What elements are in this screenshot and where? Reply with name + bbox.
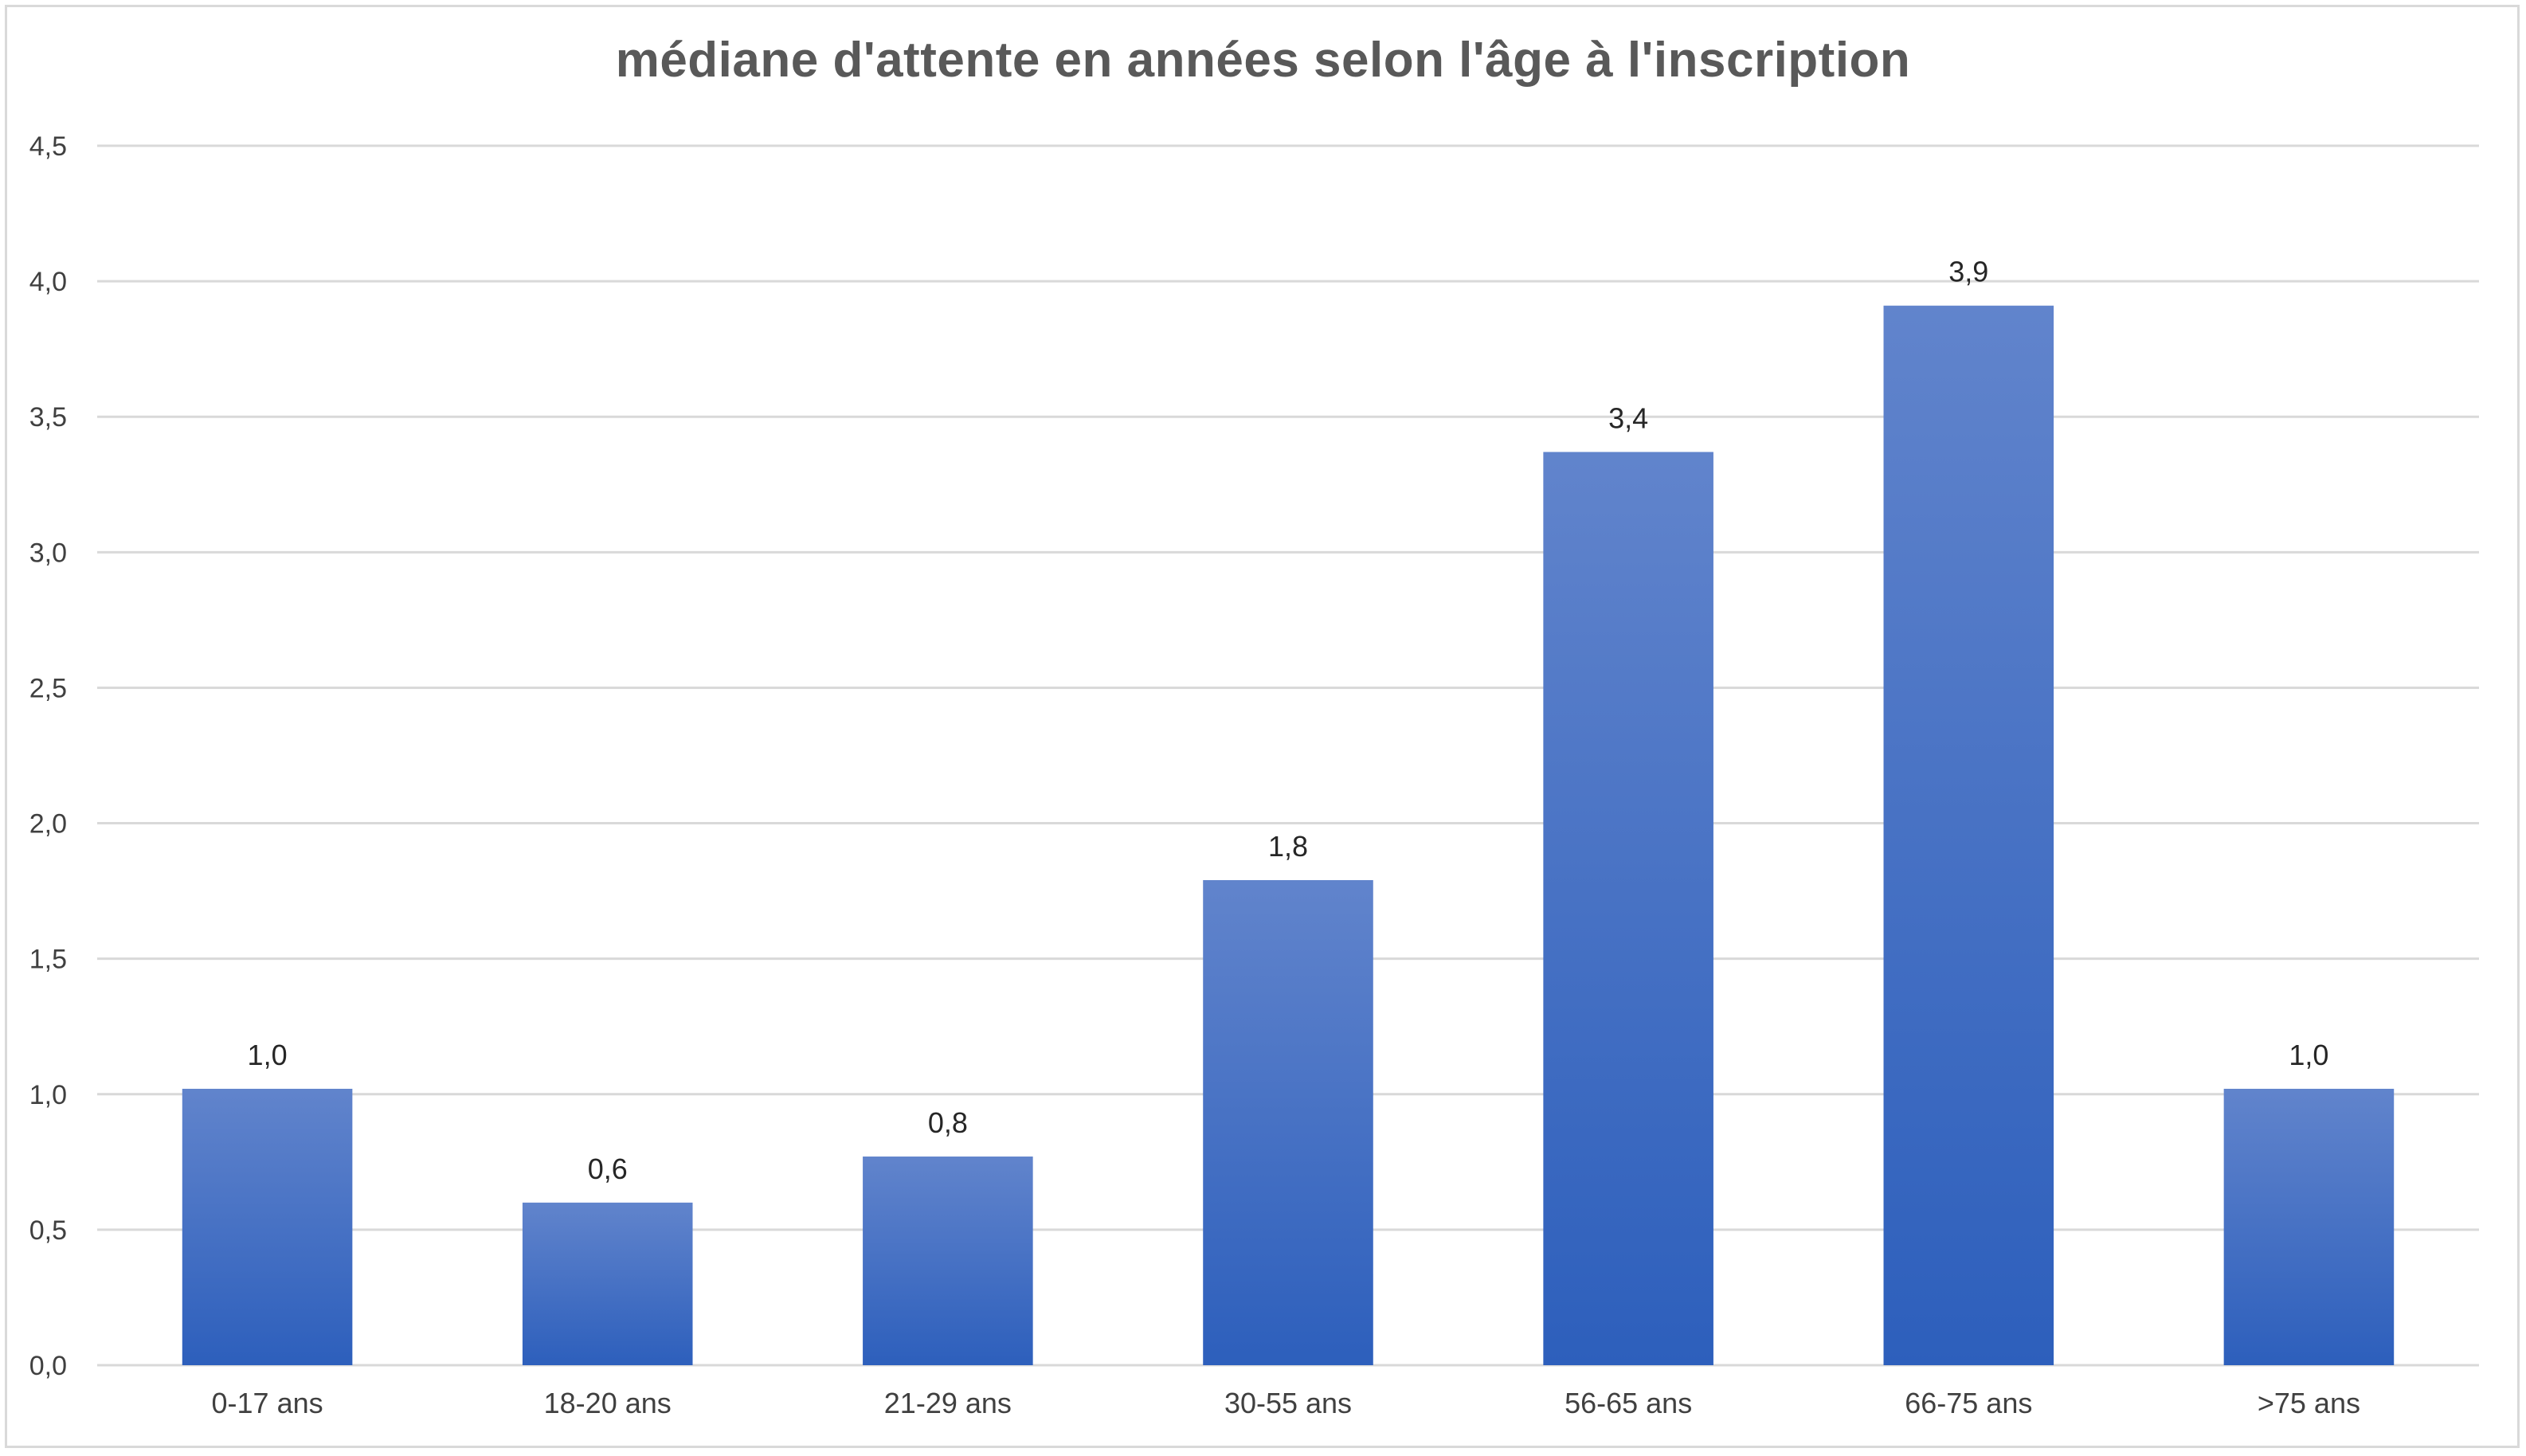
data-label: 0,6	[588, 1153, 628, 1185]
y-tick-label: 1,0	[29, 1080, 67, 1110]
bar	[2223, 1088, 2395, 1365]
data-label: 3,9	[1948, 256, 1988, 288]
data-label: 1,8	[1268, 830, 1308, 863]
data-label: 0,8	[928, 1106, 968, 1139]
bars	[182, 305, 2395, 1366]
y-axis-ticks: 0,0 0,5 1,0 1,5 2,0 2,5 3,0 3,5 4,0 4,5	[29, 131, 67, 1381]
y-tick-label: 0,5	[29, 1215, 67, 1246]
y-tick-label: 2,0	[29, 809, 67, 840]
y-tick-label: 3,5	[29, 402, 67, 432]
bar	[522, 1202, 693, 1365]
x-tick-label: 0-17 ans	[212, 1387, 323, 1419]
x-axis-labels: 0-17 ans 18-20 ans 21-29 ans 30-55 ans 56-65…	[212, 1387, 2360, 1419]
bar	[182, 1088, 353, 1365]
y-tick-label: 0,0	[29, 1351, 67, 1381]
y-tick-label: 4,5	[29, 131, 67, 162]
y-tick-label: 4,0	[29, 267, 67, 297]
bar	[1203, 880, 1373, 1365]
y-tick-label: 2,5	[29, 673, 67, 703]
data-label: 1,0	[248, 1039, 288, 1071]
bar	[1883, 305, 2054, 1366]
x-tick-label: 66-75 ans	[1905, 1387, 2032, 1419]
data-labels: 1,0 0,6 0,8 1,8 3,4 3,9 1,0	[248, 256, 2329, 1185]
bar	[863, 1157, 1033, 1365]
y-tick-label: 1,5	[29, 945, 67, 975]
data-label: 1,0	[2289, 1039, 2328, 1071]
x-tick-label: >75 ans	[2258, 1387, 2360, 1419]
chart-title: médiane d'attente en années selon l'âge …	[615, 33, 1911, 88]
x-tick-label: 18-20 ans	[544, 1387, 672, 1419]
data-label: 3,4	[1608, 401, 1648, 434]
bar	[1543, 452, 1713, 1365]
x-tick-label: 21-29 ans	[884, 1387, 1012, 1419]
x-tick-label: 56-65 ans	[1565, 1387, 1692, 1419]
x-tick-label: 30-55 ans	[1224, 1387, 1352, 1419]
y-tick-label: 3,0	[29, 538, 67, 568]
